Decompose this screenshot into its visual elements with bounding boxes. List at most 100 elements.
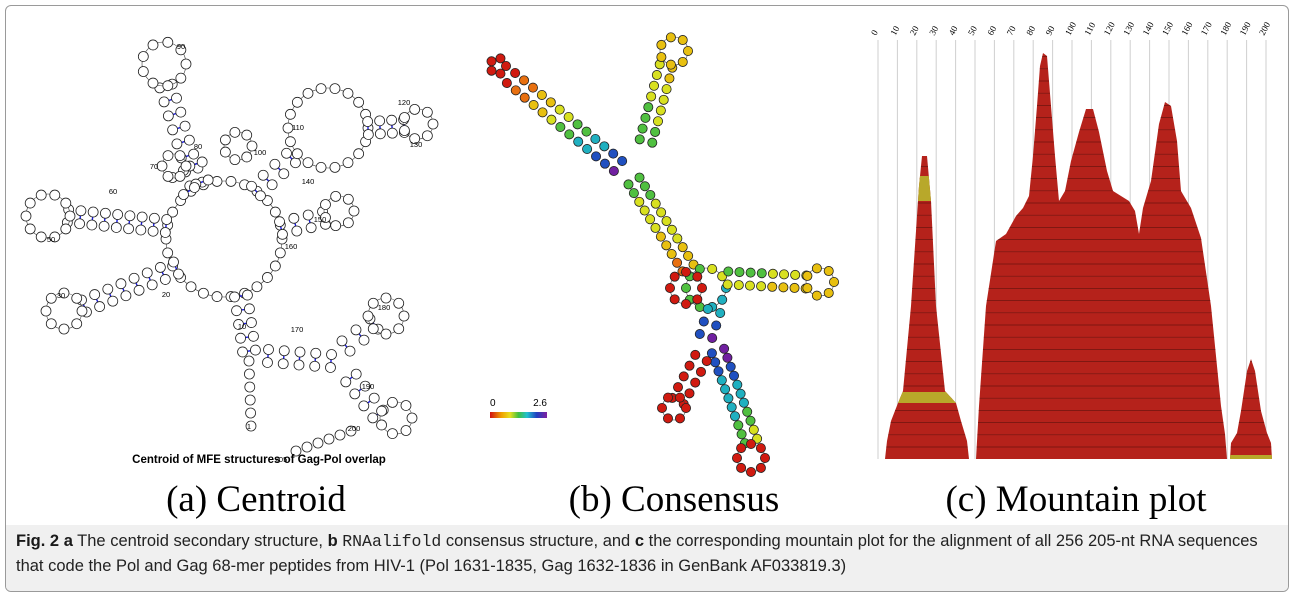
nucleotide	[555, 122, 566, 133]
nucleotide	[649, 80, 660, 91]
nucleotide	[665, 282, 676, 293]
nucleotide	[35, 189, 47, 201]
nucleotide	[329, 161, 341, 173]
nucleotide	[263, 344, 274, 355]
nucleotide	[701, 356, 712, 367]
nucleotide	[198, 287, 209, 299]
nucleotide	[293, 359, 305, 371]
nucleotide	[802, 283, 813, 294]
nucleotide	[180, 160, 192, 172]
x-tick-label: 190	[1238, 20, 1253, 37]
nucleotide	[386, 114, 398, 126]
nucleotide	[681, 282, 692, 293]
nucleotide	[655, 231, 666, 242]
nucleotide	[149, 212, 160, 224]
nucleotide	[755, 443, 766, 454]
nucleotide	[722, 352, 733, 363]
nucleotide	[380, 328, 392, 340]
nucleotide	[643, 102, 654, 113]
nucleotide	[98, 220, 110, 232]
x-tick-label: 140	[1141, 20, 1156, 37]
nucleotide	[147, 225, 159, 237]
nucleotide	[650, 126, 661, 137]
nucleotide	[664, 73, 675, 84]
nucleotide	[115, 278, 127, 290]
nucleotide	[717, 294, 728, 305]
nucleotide	[650, 222, 661, 233]
nucleotide	[350, 368, 362, 380]
nucleotide	[74, 218, 85, 230]
nucleotide	[510, 67, 521, 78]
nucleotide	[723, 393, 734, 404]
nucleotide	[312, 437, 324, 449]
position-label: 170	[291, 325, 304, 334]
x-tick-label: 30	[927, 24, 940, 37]
nucleotide	[711, 320, 722, 331]
nucleotide	[225, 176, 237, 187]
nucleotide	[342, 193, 354, 205]
subcaption: (c) Mountain plot	[945, 479, 1207, 520]
nucleotide	[563, 111, 574, 122]
nucleotide	[349, 388, 361, 400]
x-tick-label: 50	[966, 24, 979, 37]
nucleotide	[123, 223, 134, 235]
nucleotide	[345, 425, 357, 437]
nucleotide	[309, 360, 321, 372]
panel-a: 90 120 110 130 80 100 70 140 60 150 50 160 20 30 10 170…	[20, 36, 439, 464]
nucleotide	[634, 196, 645, 207]
nucleotide	[537, 107, 548, 118]
nucleotide	[572, 119, 583, 130]
nucleotide	[702, 304, 713, 315]
nucleotide	[24, 223, 36, 235]
nucleotide	[400, 400, 412, 411]
caption-text: The centroid secondary structure,	[77, 532, 323, 550]
subcaption: (a) Centroid	[166, 479, 346, 520]
nucleotide	[573, 136, 584, 147]
nucleotide	[353, 148, 365, 160]
nucleotide	[672, 233, 683, 244]
nucleotide	[241, 151, 253, 163]
nucleotide	[666, 249, 677, 260]
nucleotide	[732, 379, 743, 390]
nucleotide	[495, 68, 506, 79]
position-label: 20	[162, 290, 170, 299]
nucleotide	[536, 89, 547, 100]
nucleotide	[211, 176, 223, 187]
x-tick-label: 120	[1102, 20, 1117, 37]
nucleotide	[24, 197, 36, 209]
nucleotide	[262, 357, 273, 368]
nucleotide	[342, 87, 354, 99]
nucleotide	[262, 272, 273, 283]
nucleotide	[274, 247, 286, 259]
nucleotide	[720, 384, 731, 395]
nucleotide	[745, 267, 756, 278]
nucleotide	[722, 279, 733, 290]
nucleotide	[146, 279, 158, 291]
nucleotide	[245, 407, 257, 419]
nucleotide	[235, 332, 246, 344]
nucleotide	[188, 148, 200, 160]
nucleotide	[175, 72, 187, 84]
position-label: 180	[378, 303, 391, 312]
fig-label: Fig. 2	[16, 532, 60, 550]
nucleotide	[20, 210, 32, 222]
nucleotide	[302, 87, 314, 99]
nucleotide	[179, 120, 191, 132]
nucleotide	[290, 157, 301, 169]
nucleotide	[180, 58, 192, 70]
x-tick-label: 110	[1082, 20, 1097, 37]
nucleotide	[277, 358, 289, 370]
x-tick-label: 10	[888, 24, 901, 37]
nucleotide	[162, 80, 174, 92]
nucleotide	[162, 170, 174, 182]
nucleotide	[147, 39, 159, 51]
nucleotide	[421, 106, 433, 118]
caption-text: the corresponding mountain plot for the …	[16, 532, 1258, 575]
nucleotide	[167, 206, 179, 218]
x-tick-label: 80	[1024, 24, 1037, 37]
subcaption: (b) Consensus	[569, 479, 780, 520]
nucleotide	[501, 78, 512, 89]
nucleotide	[665, 59, 676, 70]
nucleotide	[107, 295, 119, 307]
nucleotide	[707, 332, 718, 343]
